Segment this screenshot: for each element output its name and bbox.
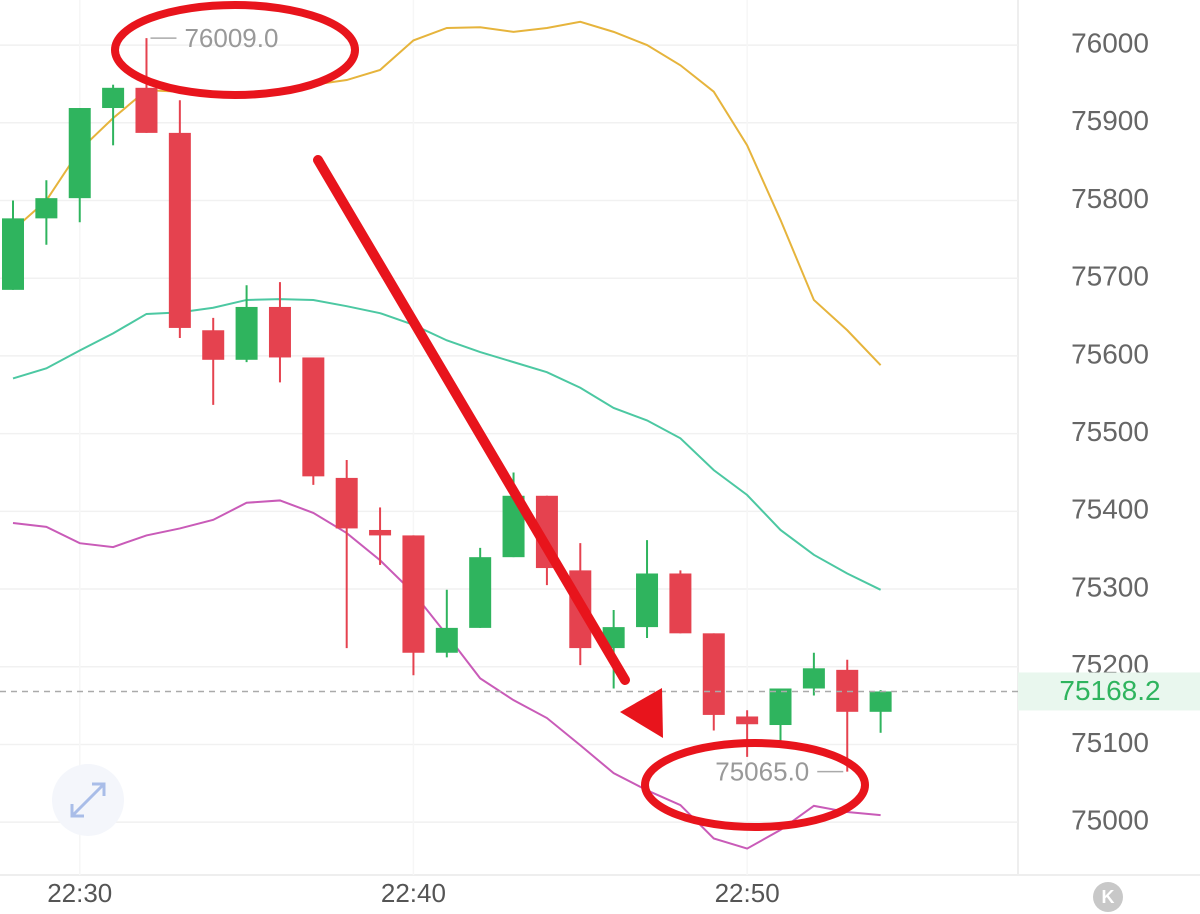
candle-body (369, 529, 392, 536)
candles (2, 38, 892, 772)
candle-body (202, 330, 225, 360)
last-price-bg (1018, 672, 1200, 711)
indicator-line (12, 20, 882, 366)
labels: 7500075100752007530075400755007560075700… (0, 23, 1200, 908)
x-tick-label: 22:30 (47, 878, 112, 908)
candle-body (802, 668, 825, 689)
y-tick-label: 75900 (1071, 105, 1149, 136)
expand-button[interactable] (52, 764, 124, 836)
y-tick-label: 76000 (1071, 27, 1149, 58)
candle-body (669, 573, 692, 634)
candle-body (268, 306, 291, 358)
trend-arrowhead (620, 688, 663, 738)
candle-body (68, 108, 91, 199)
last-price-label: 75168.2 (1059, 675, 1160, 706)
y-tick-label: 75700 (1071, 261, 1149, 292)
candle-body (168, 132, 191, 328)
candle-body (102, 87, 125, 109)
k-button[interactable]: K (1093, 882, 1123, 912)
y-tick-label: 75300 (1071, 571, 1149, 602)
overlay-lines (12, 20, 882, 850)
trend-arrow (313, 155, 630, 685)
expand-icon[interactable] (70, 782, 106, 818)
annotation-label: 75065.0 (715, 757, 809, 787)
y-tick-label: 75500 (1071, 416, 1149, 447)
y-tick-label: 75000 (1071, 805, 1149, 836)
x-tick-label: 22:50 (715, 878, 780, 908)
candle-body (435, 627, 458, 653)
candle-body (769, 688, 792, 726)
candle-body (302, 357, 325, 477)
candle-body (2, 218, 24, 290)
y-tick-label: 75600 (1071, 338, 1149, 369)
k-button-bg[interactable] (1093, 882, 1123, 912)
k-button-label[interactable]: K (1102, 887, 1115, 907)
candle-body (402, 535, 425, 653)
candle-body (702, 633, 725, 715)
candle-body (469, 557, 492, 628)
y-tick-label: 75400 (1071, 494, 1149, 525)
candle-body (869, 691, 892, 712)
candle-body (35, 198, 58, 219)
annotation-label: 76009.0 (184, 23, 278, 53)
indicator-line (12, 499, 881, 850)
highlight-ellipse (641, 739, 869, 831)
candle-body (235, 306, 258, 360)
candle-body (335, 477, 358, 529)
indicator-line (12, 298, 882, 591)
x-tick-label: 22:40 (381, 878, 446, 908)
candle-body (135, 87, 158, 133)
y-tick-label: 75800 (1071, 183, 1149, 214)
y-tick-label: 75100 (1071, 727, 1149, 758)
candle-body (502, 495, 525, 558)
candle-body (636, 573, 659, 628)
highlight-ellipse (111, 1, 359, 99)
candle-body (736, 716, 759, 725)
